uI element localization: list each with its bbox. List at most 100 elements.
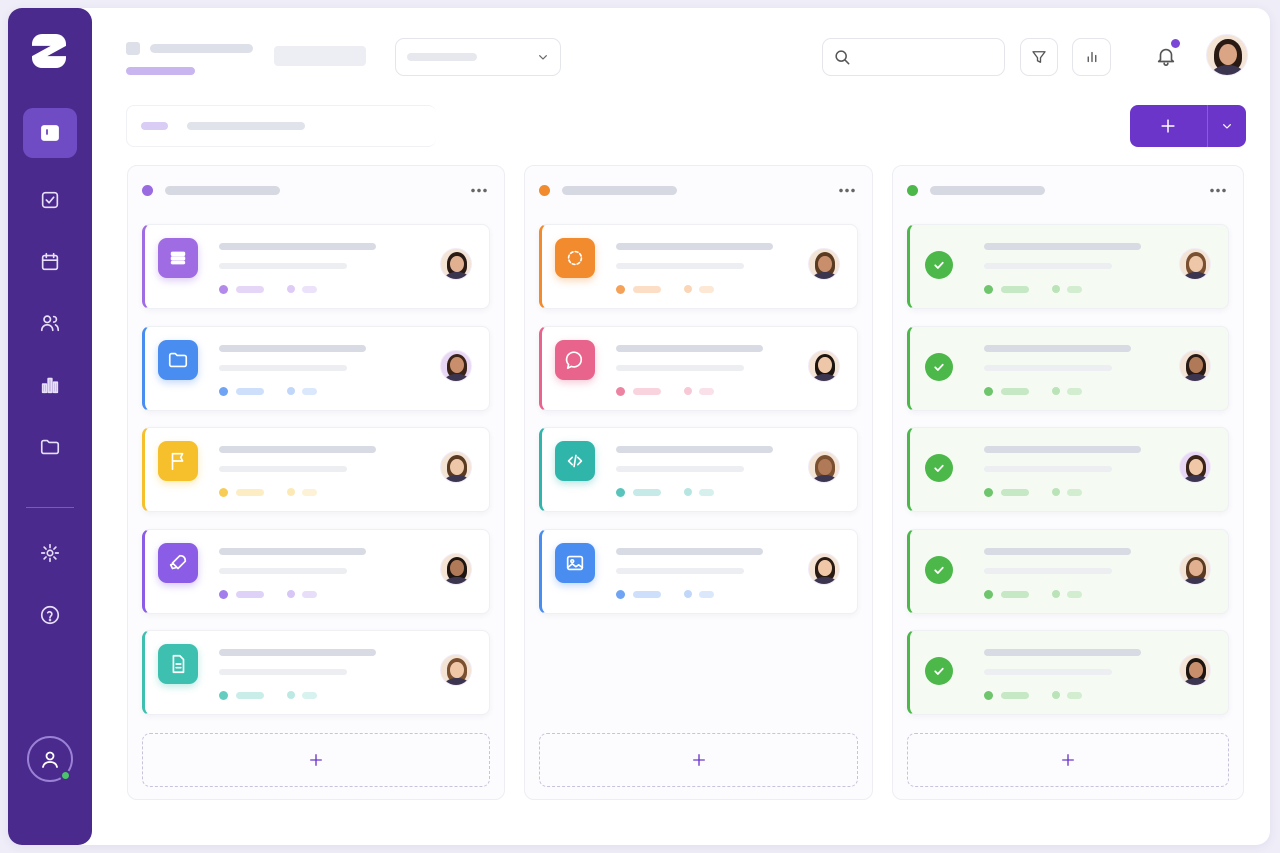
task-card[interactable] bbox=[142, 224, 490, 309]
nav-reports[interactable] bbox=[39, 374, 61, 396]
meta-placeholder bbox=[699, 387, 714, 395]
task-icon bbox=[170, 251, 186, 265]
nav-calendar[interactable] bbox=[39, 251, 61, 273]
meta-dot bbox=[287, 285, 295, 293]
assignee-avatar[interactable] bbox=[440, 451, 472, 483]
avatar-body bbox=[811, 373, 839, 381]
task-title-placeholder bbox=[984, 649, 1141, 656]
dropdown[interactable] bbox=[395, 38, 561, 76]
column-menu[interactable] bbox=[838, 188, 856, 193]
add-card-icon bbox=[692, 754, 705, 766]
avatar-face bbox=[450, 255, 464, 272]
task-title-placeholder bbox=[984, 344, 1131, 352]
column-title-placeholder bbox=[930, 186, 1045, 195]
filter-icon bbox=[1032, 51, 1046, 63]
avatar-body bbox=[443, 373, 471, 381]
view-placeholder bbox=[187, 122, 305, 130]
task-title-placeholder bbox=[219, 344, 366, 352]
avatar-body bbox=[1182, 272, 1210, 279]
meta-dot bbox=[287, 488, 295, 496]
avatar-face bbox=[1189, 458, 1203, 475]
avatar-body bbox=[811, 576, 839, 584]
done-check bbox=[934, 363, 944, 371]
task-icon-bg bbox=[555, 542, 595, 583]
nav-team[interactable] bbox=[39, 312, 61, 334]
task-icon bbox=[565, 350, 583, 369]
meta-dot bbox=[616, 589, 625, 599]
task-card[interactable] bbox=[142, 325, 490, 411]
meta-placeholder bbox=[1067, 692, 1082, 699]
meta-placeholder bbox=[236, 387, 264, 395]
meta-dot bbox=[1052, 488, 1060, 496]
assignee-avatar[interactable] bbox=[440, 349, 472, 382]
nav-settings[interactable] bbox=[39, 542, 61, 564]
task-desc-placeholder bbox=[219, 567, 347, 574]
avatar-face bbox=[1219, 43, 1237, 65]
meta-dot bbox=[984, 488, 993, 497]
assignee-avatar[interactable] bbox=[1179, 451, 1211, 483]
assignee-avatar[interactable] bbox=[808, 552, 840, 585]
avatar-face bbox=[450, 458, 464, 475]
meta-dot bbox=[219, 386, 228, 396]
add-button[interactable] bbox=[1130, 105, 1246, 147]
view-bar bbox=[126, 105, 436, 147]
online-dot bbox=[60, 770, 71, 781]
column-title-placeholder bbox=[562, 186, 677, 195]
avatar-face bbox=[818, 357, 832, 374]
assignee-avatar[interactable] bbox=[808, 248, 840, 280]
assignee-avatar[interactable] bbox=[808, 349, 840, 382]
nav-tasks[interactable] bbox=[39, 189, 61, 211]
nav-files[interactable] bbox=[39, 436, 61, 458]
add-card-button[interactable] bbox=[142, 733, 490, 787]
avatar-body bbox=[811, 475, 839, 482]
add-button-divider bbox=[1207, 105, 1208, 147]
chart-button[interactable] bbox=[1072, 38, 1111, 76]
assignee-avatar[interactable] bbox=[1179, 248, 1211, 280]
done-check bbox=[934, 261, 944, 269]
assignee-avatar[interactable] bbox=[440, 654, 472, 686]
task-icon bbox=[171, 452, 184, 471]
meta-dot bbox=[616, 488, 625, 497]
add-card-button[interactable] bbox=[539, 733, 858, 787]
filter-button[interactable] bbox=[1020, 38, 1058, 76]
assignee-avatar[interactable] bbox=[1179, 654, 1211, 686]
done-check bbox=[934, 667, 944, 675]
assignee-avatar[interactable] bbox=[1179, 349, 1211, 382]
profile-avatar[interactable] bbox=[1206, 34, 1248, 76]
task-desc-placeholder bbox=[616, 466, 744, 472]
nav-board-icon[interactable] bbox=[38, 121, 62, 145]
done-badge bbox=[925, 555, 953, 584]
meta-placeholder bbox=[302, 489, 317, 496]
meta-placeholder bbox=[1067, 489, 1082, 496]
dropdown-chevron bbox=[539, 55, 547, 60]
column-menu[interactable] bbox=[470, 188, 488, 193]
meta-placeholder bbox=[1001, 489, 1029, 496]
avatar-body bbox=[1182, 475, 1210, 482]
meta-dot bbox=[684, 488, 692, 496]
avatar-face bbox=[818, 458, 832, 475]
task-desc-placeholder bbox=[616, 567, 744, 574]
user-avatar-button[interactable] bbox=[27, 736, 73, 782]
column-status-dot bbox=[142, 185, 153, 196]
meta-dot bbox=[219, 589, 228, 599]
task-icon-bg bbox=[555, 339, 595, 380]
assignee-avatar[interactable] bbox=[1179, 552, 1211, 585]
column-menu[interactable] bbox=[1209, 188, 1227, 193]
meta-placeholder bbox=[633, 286, 661, 293]
assignee-avatar[interactable] bbox=[440, 552, 472, 585]
search-box[interactable] bbox=[822, 38, 1005, 76]
avatar-body bbox=[1182, 576, 1210, 584]
notification-dot bbox=[1171, 39, 1180, 48]
meta-placeholder bbox=[1067, 387, 1082, 395]
meta-dot bbox=[616, 386, 625, 396]
avatar-body bbox=[811, 272, 839, 279]
chart-icon bbox=[1087, 51, 1097, 63]
assignee-avatar[interactable] bbox=[808, 451, 840, 483]
nav-help[interactable] bbox=[39, 604, 61, 626]
meta-dot bbox=[219, 488, 228, 497]
notification-bell[interactable] bbox=[1155, 45, 1177, 67]
task-icon-bg bbox=[555, 238, 595, 278]
add-card-button[interactable] bbox=[907, 733, 1229, 787]
assignee-avatar[interactable] bbox=[440, 248, 472, 280]
